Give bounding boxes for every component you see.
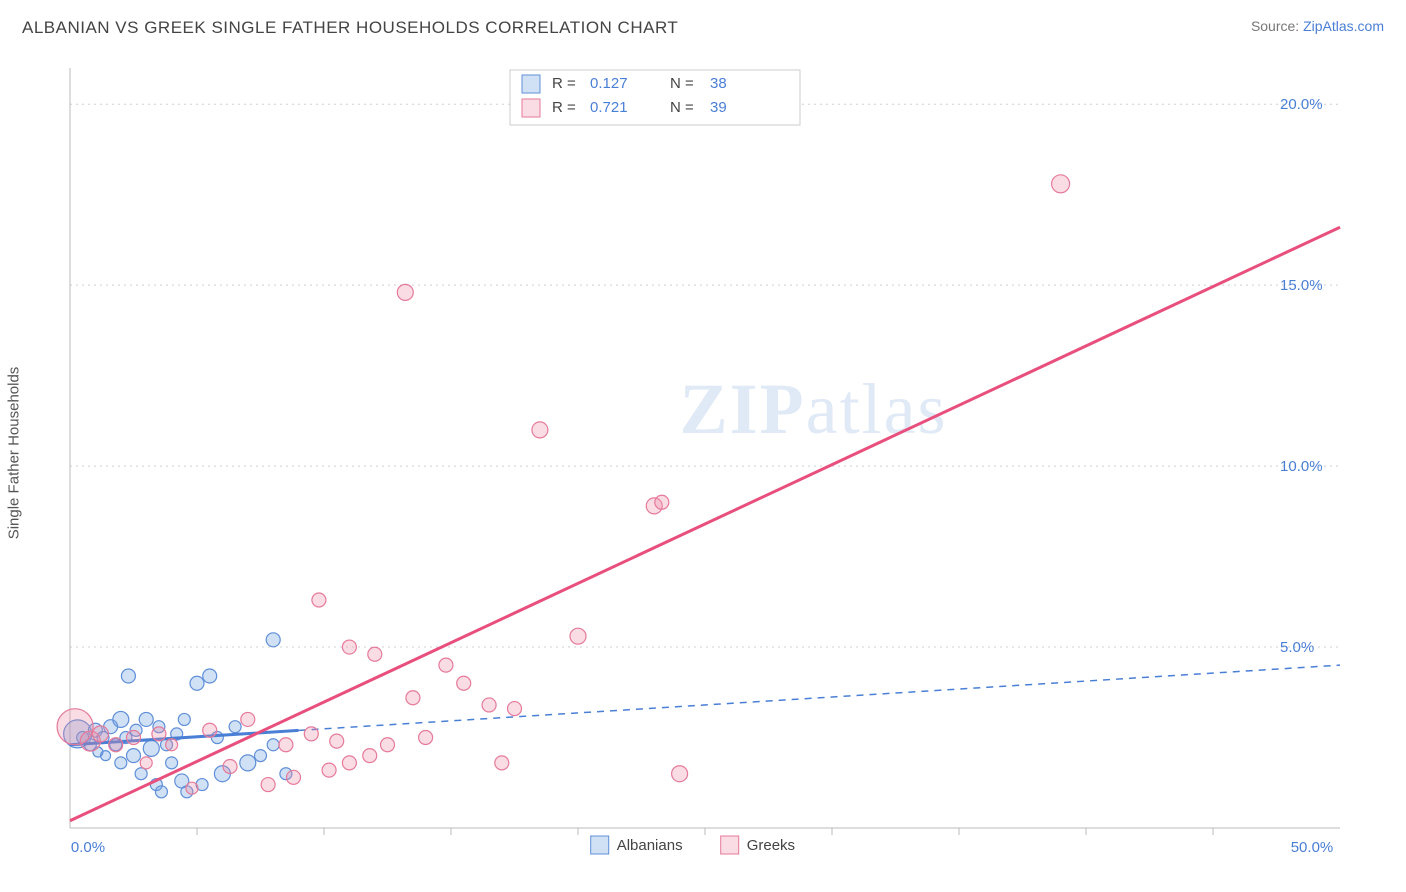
svg-text:38: 38: [710, 75, 727, 92]
svg-text:Albanians: Albanians: [617, 837, 683, 854]
svg-text:N =: N =: [670, 99, 694, 116]
chart-title: ALBANIAN VS GREEK SINGLE FATHER HOUSEHOL…: [22, 18, 678, 38]
chart-area: Single Father Households 5.0%10.0%15.0%2…: [50, 58, 1390, 848]
svg-text:39: 39: [710, 99, 727, 116]
chart-source: Source: ZipAtlas.com: [1251, 18, 1384, 34]
svg-text:ZIPatlas: ZIPatlas: [680, 369, 948, 449]
svg-text:10.0%: 10.0%: [1280, 458, 1323, 475]
svg-text:Greeks: Greeks: [747, 837, 795, 854]
svg-text:R =: R =: [552, 75, 576, 92]
source-link[interactable]: ZipAtlas.com: [1303, 18, 1384, 34]
svg-text:20.0%: 20.0%: [1280, 96, 1323, 113]
svg-text:15.0%: 15.0%: [1280, 277, 1323, 294]
y-axis-label: Single Father Households: [6, 367, 23, 540]
source-label: Source:: [1251, 18, 1303, 34]
svg-text:N =: N =: [670, 75, 694, 92]
svg-text:0.127: 0.127: [590, 75, 628, 92]
chart-header: ALBANIAN VS GREEK SINGLE FATHER HOUSEHOL…: [0, 0, 1406, 48]
svg-text:50.0%: 50.0%: [1291, 839, 1334, 856]
svg-text:5.0%: 5.0%: [1280, 639, 1314, 656]
scatter-chart: 5.0% 10.0% 15.0% 20.0% 0.0% 50.0% ZIPatlas R = 0…: [50, 58, 1390, 878]
svg-text:0.0%: 0.0%: [71, 839, 105, 856]
svg-text:0.721: 0.721: [590, 99, 628, 116]
svg-text:R =: R =: [552, 99, 576, 116]
